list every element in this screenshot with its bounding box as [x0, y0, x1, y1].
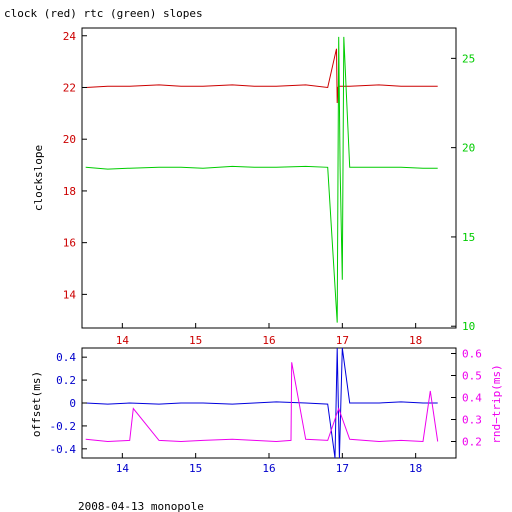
- top-series-group: [85, 36, 438, 323]
- top-y2-tick-label-0: 10: [462, 320, 475, 333]
- top-chart: clock (red) rtc (green) slopes clockslop…: [4, 7, 475, 347]
- bottom-x-tick-label-4: 18: [409, 462, 422, 475]
- bottom-x-tick-label-0: 14: [116, 462, 130, 475]
- bottom-x-tick-label-1: 15: [189, 462, 202, 475]
- bottom-ticks-group: 14 15 16 17 18 -0.4 -0.2 0 0.2 0.4 0.2 0.3 0.4 0.5 0.6: [50, 348, 483, 476]
- top-series-line-1: [85, 36, 438, 323]
- top-y-axis-label: clockslope: [32, 145, 45, 211]
- top-y-tick-label-1: 16: [63, 237, 76, 250]
- bottom-y2-tick-label-1: 0.3: [462, 414, 482, 427]
- bottom-series-group: [85, 347, 439, 459]
- top-y2-tick-label-3: 25: [462, 52, 475, 65]
- bottom-y-tick-label-3: 0.2: [56, 374, 76, 387]
- bottom-y2-tick-label-0: 0.2: [462, 436, 482, 449]
- bottom-y-tick-label-0: -0.4: [50, 443, 77, 456]
- bottom-y-tick-label-4: 0.4: [56, 351, 76, 364]
- top-x-tick-label-3: 17: [336, 334, 349, 347]
- bottom-series-line-0: [85, 347, 438, 459]
- top-y-tick-label-4: 22: [63, 81, 76, 94]
- top-y-tick-label-0: 14: [63, 288, 77, 301]
- bottom-y-tick-label-1: -0.2: [50, 420, 77, 433]
- bottom-y2-tick-label-4: 0.6: [462, 348, 482, 361]
- top-y-tick-label-5: 24: [63, 30, 77, 43]
- top-plot-frame: [81, 27, 457, 329]
- top-y2-tick-label-1: 15: [462, 231, 475, 244]
- bottom-y2-tick-label-3: 0.5: [462, 370, 482, 383]
- bottom-series-line-1: [85, 362, 439, 443]
- bottom-y-tick-label-2: 0: [69, 397, 76, 410]
- top-x-tick-label-1: 15: [189, 334, 202, 347]
- bottom-chart: offset(ms) rnd−trip(ms) 14 15 16 17 18 -0.4 -0…: [30, 347, 503, 476]
- bottom-y2-tick-label-2: 0.4: [462, 392, 482, 405]
- top-y2-tick-label-2: 20: [462, 142, 475, 155]
- top-y-tick-label-3: 20: [63, 133, 76, 146]
- bottom-x-tick-label-3: 17: [336, 462, 349, 475]
- bottom-y-axis-label: offset(ms): [30, 371, 43, 437]
- top-ticks-group: 14 15 16 17 18 14 16 18 20 22 24 10 15 20 25: [63, 30, 476, 347]
- bottom-x-tick-label-2: 16: [262, 462, 275, 475]
- top-x-tick-label-4: 18: [409, 334, 422, 347]
- top-y-tick-label-2: 18: [63, 185, 76, 198]
- top-x-tick-label-2: 16: [262, 334, 275, 347]
- top-series-line-0: [85, 48, 438, 104]
- footer-caption: 2008-04-13 monopole: [78, 500, 204, 512]
- bottom-y2-axis-label: rnd−trip(ms): [490, 364, 503, 443]
- top-chart-title: clock (red) rtc (green) slopes: [4, 7, 203, 20]
- top-x-tick-label-0: 14: [116, 334, 130, 347]
